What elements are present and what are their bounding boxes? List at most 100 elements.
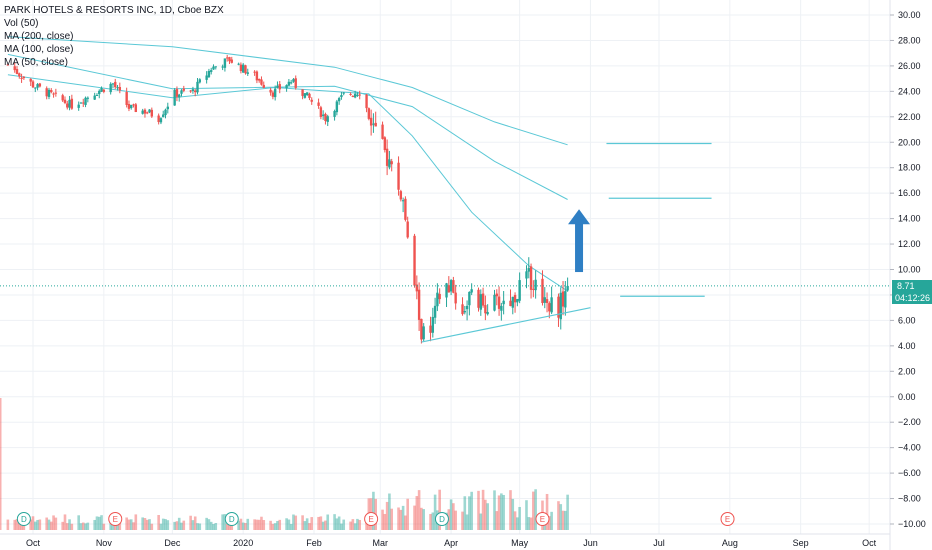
last-price-value: 8.71 (897, 281, 915, 291)
candle-body (449, 280, 453, 292)
candle-body (180, 90, 183, 94)
volume-bar (406, 498, 409, 530)
volume-bar (17, 519, 21, 530)
y-tick-label: 22.00 (898, 112, 921, 122)
legend-ma-50[interactable]: MA (50, close) (4, 57, 68, 68)
candle-body (273, 88, 277, 98)
candle-body (397, 162, 400, 190)
volume-bar (516, 517, 519, 530)
volume-bar (385, 501, 389, 530)
earnings-marker (535, 512, 550, 526)
volume-bar (532, 491, 535, 530)
candle-body (454, 292, 457, 304)
candle-body (164, 109, 167, 116)
volume-bar (127, 519, 131, 530)
x-tick-label: Feb (306, 538, 322, 548)
candle-body (111, 83, 115, 85)
candle-body (383, 137, 387, 151)
candle-body (166, 106, 169, 110)
candle-body (509, 300, 512, 307)
candle-body (433, 305, 437, 318)
volume-bar (399, 509, 403, 530)
candle-body (285, 85, 288, 89)
volume-bar (335, 518, 339, 530)
volume-bar (148, 519, 151, 530)
candle-body (500, 305, 503, 311)
marker-label: E (113, 515, 118, 524)
candle-body (545, 299, 549, 303)
candle-body (564, 291, 567, 308)
legend-ma-200[interactable]: MA (200, close) (4, 31, 74, 42)
candle-body (116, 87, 119, 89)
volume-bar (269, 520, 272, 530)
volume-bar (100, 515, 103, 530)
volume-bar (502, 494, 505, 530)
price-axis[interactable]: 30.00 28.00 26.00 24.00 22.00 20.00 18.00 16.00… (890, 10, 926, 529)
last-price-label: 8.71 04:12:26 (892, 280, 932, 304)
candle-body (196, 81, 199, 93)
y-tick-label: −6.00 (898, 468, 921, 478)
candle-body (353, 93, 357, 98)
candle-body (301, 89, 304, 96)
candle-body (511, 296, 514, 308)
y-tick-label: 2.00 (898, 366, 916, 376)
y-tick-label: 16.00 (898, 188, 921, 198)
volume-bar (310, 517, 314, 530)
candle-body (84, 97, 87, 105)
volume-bar (333, 514, 336, 530)
legend-volume[interactable]: Vol (50) (4, 18, 39, 29)
volume-bar (397, 507, 400, 530)
candle-body (559, 292, 562, 320)
candle-body (326, 116, 329, 122)
x-tick-label: Nov (96, 538, 113, 548)
candle-body (134, 104, 138, 112)
candle-body (337, 98, 341, 102)
candle-body (212, 66, 215, 70)
candle-body (310, 99, 313, 102)
volume-bar (246, 518, 250, 530)
chart-title[interactable]: PARK HOTELS & RESORTS INC, 1D, Cboe BZX (4, 5, 224, 16)
candle-body (143, 109, 147, 114)
volume-bar (271, 523, 275, 530)
chart-legend: PARK HOTELS & RESORTS INC, 1D, Cboe BZX … (4, 4, 224, 69)
earnings-marker (108, 512, 123, 526)
volume-bar (358, 519, 362, 530)
candle-body (50, 90, 53, 93)
candle-body (417, 289, 421, 320)
countdown-value: 04:12:26 (895, 293, 930, 303)
volume-bar (205, 517, 208, 530)
marker-label: D (229, 515, 235, 524)
volume-bar (255, 519, 259, 530)
candle-body (413, 235, 416, 286)
legend-ma-100[interactable]: MA (100, close) (4, 44, 74, 55)
time-axis[interactable]: Oct Nov Dec 2020 Feb Mar Apr May Jun Jul Aug Sep Oct (26, 538, 877, 548)
y-tick-label: 30.00 (898, 10, 921, 20)
y-tick-label: 6.00 (898, 315, 916, 325)
volume-bar (561, 510, 565, 530)
volume-bar (237, 520, 240, 530)
volume-bar (513, 511, 517, 530)
volume-bar (257, 519, 261, 530)
volume-bar (429, 513, 432, 530)
candle-body (18, 73, 21, 77)
volume-bar (372, 491, 375, 530)
volume-bar (52, 515, 55, 530)
volume-bar (33, 521, 37, 530)
volume-bar (431, 512, 435, 530)
volume-bar (383, 513, 387, 530)
candle-body (214, 66, 217, 68)
volume-bar (420, 507, 423, 530)
volume-bar (221, 514, 224, 530)
candle-body (271, 92, 275, 97)
x-tick-label: Apr (444, 538, 458, 548)
volume-bar (511, 498, 515, 530)
volume-bar (212, 523, 215, 530)
candle-body (502, 300, 505, 305)
volume-bar (497, 495, 501, 530)
candle-body (534, 279, 537, 291)
volume-bar (317, 516, 320, 530)
annotations (0, 142, 890, 343)
volume-bar (500, 493, 503, 530)
earnings-marker (364, 512, 379, 526)
